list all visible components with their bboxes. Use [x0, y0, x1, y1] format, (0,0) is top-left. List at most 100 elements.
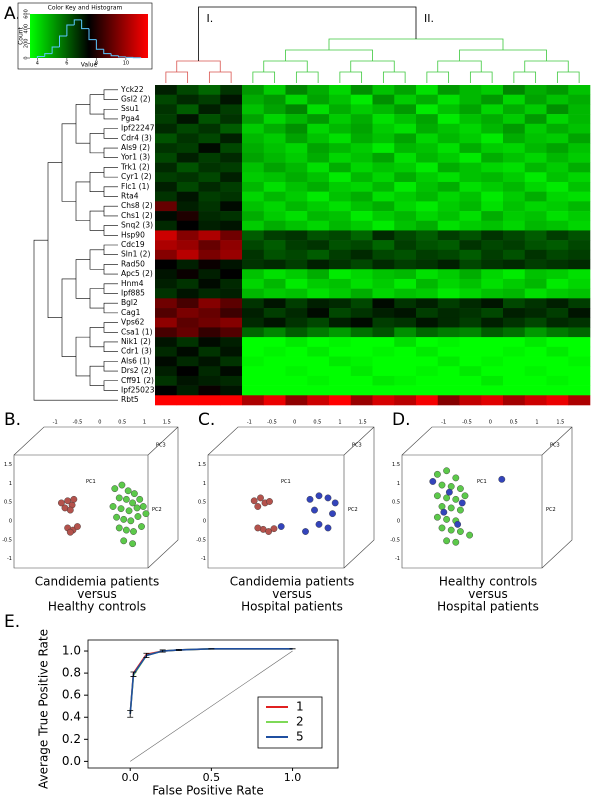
heatmap-cell [524, 152, 547, 163]
heatmap-cell [198, 249, 221, 260]
heatmap-cell [285, 356, 308, 367]
tick-label: -0.5 [390, 537, 400, 543]
heatmap-cell [524, 375, 547, 386]
heatmap-cell [481, 220, 504, 231]
row-label: Cff91 (2) [121, 376, 154, 385]
heatmap-cell [437, 356, 460, 367]
heatmap-cell [307, 230, 330, 241]
row-dendrogram [89, 249, 104, 270]
heatmap-cell [481, 278, 504, 289]
heatmap-cell [437, 317, 460, 328]
tick-label: 0.5 [118, 420, 126, 426]
heatmap-cell [546, 375, 569, 386]
heatmap-cell [263, 143, 286, 154]
heatmap-cell [394, 278, 417, 289]
heatmap-cell [481, 104, 504, 115]
heatmap-cell [242, 337, 265, 348]
heatmap-cell [459, 104, 482, 115]
heatmap-cell [459, 133, 482, 144]
heatmap-cell [198, 269, 221, 280]
heatmap-cell [350, 220, 373, 231]
heatmap-cell [350, 249, 373, 260]
heatmap-cell [350, 375, 373, 386]
heatmap-cell [437, 152, 460, 163]
heatmap-cell [437, 201, 460, 212]
row-dendrogram [103, 167, 118, 178]
legend-label: 5 [296, 730, 304, 744]
error-bar [130, 671, 137, 677]
heatmap-cell [437, 172, 460, 183]
heatmap-cell [372, 143, 395, 154]
heatmap-cell [285, 104, 308, 115]
point [118, 481, 126, 489]
tick-label: 0 [9, 518, 12, 524]
row-dendrogram [89, 94, 104, 115]
heatmap-cell [568, 211, 591, 222]
heatmap-cell [350, 240, 373, 251]
heatmap-cell [503, 162, 526, 173]
row-dendrogram [103, 283, 118, 294]
point [66, 528, 74, 536]
heatmap-cell [242, 123, 265, 134]
heatmap-cell [481, 317, 504, 328]
heatmap-cell [524, 114, 547, 125]
row-label: Trk1 (2) [120, 162, 150, 171]
heatmap-cell [437, 191, 460, 202]
heatmap-cell [155, 385, 178, 396]
caption: Candidemia patients [230, 575, 354, 589]
row-dendrogram [47, 162, 62, 319]
row-dendrogram [75, 336, 90, 377]
heatmap-cell [568, 240, 591, 251]
heatmap-cell [242, 317, 265, 328]
heatmap-cell [220, 366, 243, 377]
heatmap-cell [329, 269, 352, 280]
heatmap-cell [416, 104, 439, 115]
column-dendrogram [524, 60, 569, 72]
row-label: Rad50 [121, 259, 145, 268]
row-label: Bgl2 [121, 298, 138, 307]
heatmap-cell [329, 94, 352, 105]
cluster-label: II. [424, 12, 434, 25]
heatmap-cell [176, 152, 199, 163]
heatmap-cell [198, 317, 221, 328]
y-tick-label: 1.0 [62, 644, 81, 658]
legend-label: 2 [296, 715, 304, 729]
heatmap-cell [263, 162, 286, 173]
row-dendrogram [103, 322, 118, 333]
heatmap-cell [568, 104, 591, 115]
heatmap-cell [307, 94, 330, 105]
row-label: Ssu1 [121, 104, 139, 113]
point [113, 513, 120, 521]
point [257, 494, 264, 502]
heatmap-cell [503, 249, 526, 260]
point [440, 508, 448, 516]
row-label: Vps62 [121, 318, 145, 327]
y-axis-label: Average True Positive Rate [37, 629, 51, 789]
heatmap-cell [220, 152, 243, 163]
column-dendrogram-root [198, 6, 417, 61]
tick-label: 1.5 [556, 420, 564, 426]
heatmap-cell [394, 85, 417, 95]
point [466, 531, 473, 539]
heatmap-cell [503, 395, 526, 406]
heatmap-cell [372, 375, 395, 386]
point [124, 487, 132, 495]
heatmap-cell [176, 104, 199, 115]
heatmap-cell [155, 133, 178, 144]
heatmap-cell [329, 249, 352, 260]
point [443, 537, 450, 545]
point [136, 495, 144, 503]
heatmap-cell [285, 395, 308, 406]
tick-label: 1 [338, 420, 341, 426]
heatmap-cell [437, 346, 460, 357]
heatmap-cell [285, 249, 308, 260]
heatmap-cell [155, 308, 178, 319]
heatmap-cell [481, 327, 504, 338]
heatmap-cell [307, 133, 330, 144]
heatmap-cell [220, 298, 243, 309]
point [443, 467, 450, 475]
heatmap-cell [307, 162, 330, 173]
heatmap-cell [459, 249, 482, 260]
point [445, 488, 453, 496]
heatmap-cell [372, 230, 395, 241]
